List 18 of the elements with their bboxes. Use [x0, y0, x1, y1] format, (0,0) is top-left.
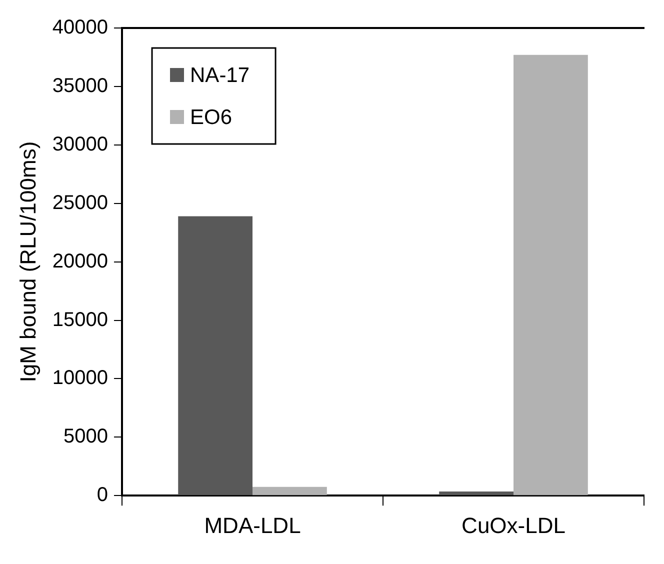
- bar: [252, 486, 327, 496]
- x-tick-label: CuOx-LDL: [462, 512, 566, 538]
- bar: [178, 216, 253, 496]
- y-tick-label: 40000: [52, 16, 108, 39]
- y-tick-label: 25000: [52, 192, 108, 214]
- y-tick-label: 15000: [52, 308, 108, 331]
- y-tick-label: 10000: [52, 367, 108, 390]
- y-axis-title: IgM bound (RLU/100ms): [15, 141, 40, 382]
- legend-label: NA-17: [190, 64, 250, 87]
- bar: [514, 54, 588, 496]
- y-tick-label: 35000: [52, 74, 108, 97]
- x-tick-label: MDA-LDL: [204, 512, 301, 538]
- y-tick-label: 20000: [52, 250, 108, 272]
- legend-label: EO6: [190, 106, 232, 129]
- y-tick-label: 5000: [64, 426, 108, 448]
- y-tick-label: 0: [96, 484, 108, 506]
- y-tick-label: 30000: [52, 133, 108, 156]
- bar: [439, 492, 514, 496]
